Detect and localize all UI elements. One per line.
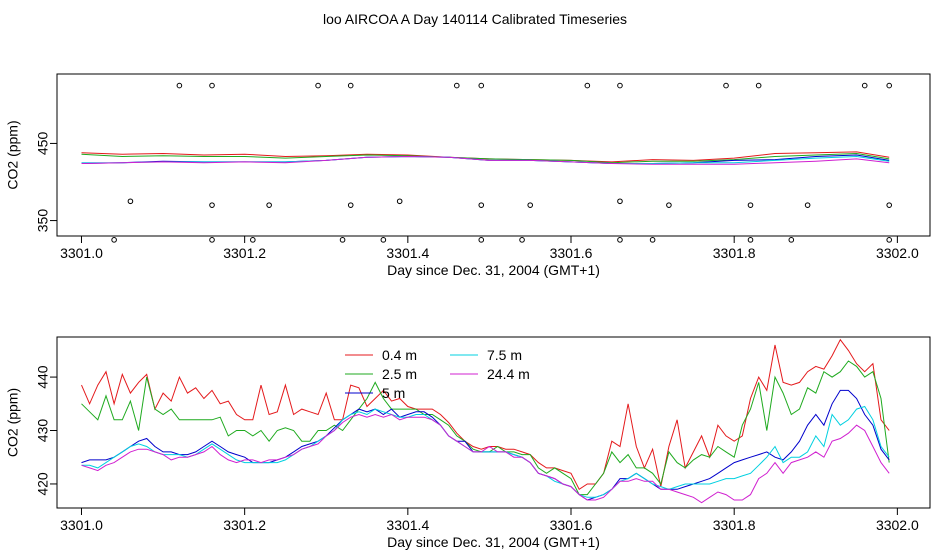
data-point: [755, 82, 762, 89]
x-tick-label: 3301.2: [223, 517, 266, 533]
series-line-7-5-m: [81, 405, 890, 498]
x-tick-label: 3301.6: [550, 517, 593, 533]
y-tick-label: 440: [35, 365, 51, 389]
legend-label: 24.4 m: [487, 366, 530, 382]
data-point: [747, 237, 754, 243]
data-point: [527, 202, 534, 208]
data-point: [380, 237, 387, 243]
series-line-24-4-m: [81, 413, 890, 504]
x-axis-label: Day since Dec. 31, 2004 (GMT+1): [387, 262, 600, 278]
x-axis-label: Day since Dec. 31, 2004 (GMT+1): [387, 534, 600, 550]
x-tick-label: 3301.0: [60, 245, 103, 261]
plot-frame: [56, 73, 931, 237]
x-tick-label: 3301.2: [223, 245, 266, 261]
data-point: [723, 82, 729, 89]
figure-title: loo AIRCOA A Day 140114 Calibrated Times…: [322, 11, 627, 27]
series-line-5-m: [81, 389, 890, 501]
series-line-2-5-m: [81, 152, 890, 164]
data-point: [478, 202, 485, 208]
x-tick-label: 3301.8: [713, 245, 756, 261]
data-point: [478, 237, 485, 243]
data-point: [584, 82, 591, 89]
data-point: [519, 237, 525, 243]
data-point: [209, 237, 215, 243]
data-point: [804, 202, 811, 208]
data-point: [209, 202, 215, 208]
x-tick-label: 3301.4: [386, 245, 429, 261]
data-point: [666, 202, 672, 208]
data-point: [111, 237, 117, 243]
legend-label: 0.4 m: [382, 347, 417, 363]
data-point: [453, 82, 460, 89]
data-point: [396, 198, 403, 205]
y-tick-label: 350: [35, 209, 51, 233]
data-point: [266, 202, 272, 208]
data-point: [617, 198, 623, 205]
data-point: [478, 82, 485, 89]
data-point: [347, 82, 354, 89]
legend-label: 5 m: [382, 385, 405, 401]
x-tick-label: 3301.0: [60, 517, 103, 533]
data-point: [617, 237, 623, 243]
panel-2: 3301.0 3301.2 3301.4 3301.6 3301.8 3302.0 420 4…: [5, 336, 931, 550]
data-point: [886, 82, 893, 89]
x-tick-label: 3301.6: [550, 245, 593, 261]
series-line-0-4-m: [81, 338, 890, 491]
data-point: [617, 82, 623, 89]
legend-label: 7.5 m: [487, 347, 522, 363]
x-tick-label: 3301.4: [386, 517, 429, 533]
plot-frame: [56, 336, 931, 509]
y-tick-label: 420: [35, 472, 51, 496]
data-point: [747, 202, 754, 208]
data-point: [250, 237, 256, 243]
y-axis-label: CO2 (ppm): [5, 388, 21, 457]
y-tick-label: 450: [35, 132, 51, 156]
data-point: [649, 237, 656, 243]
legend-label: 2.5 m: [382, 366, 417, 382]
panel-1: 3301.0 3301.2 3301.4 3301.6 3301.8 3302.0 350 4…: [5, 73, 931, 278]
data-point: [315, 82, 321, 89]
data-point: [886, 237, 893, 243]
data-point: [176, 82, 183, 89]
x-tick-label: 3302.0: [876, 245, 919, 261]
data-point: [339, 237, 346, 243]
data-point: [127, 198, 134, 205]
x-tick-label: 3302.0: [876, 517, 919, 533]
data-point: [861, 82, 868, 89]
data-point: [347, 202, 354, 208]
y-tick-label: 430: [35, 419, 51, 443]
x-tick-label: 3301.8: [713, 517, 756, 533]
data-point: [886, 202, 893, 208]
data-point: [788, 237, 795, 243]
series-line-24-4-m: [81, 155, 890, 165]
data-point: [209, 82, 215, 89]
y-axis-label: CO2 (ppm): [5, 120, 21, 189]
